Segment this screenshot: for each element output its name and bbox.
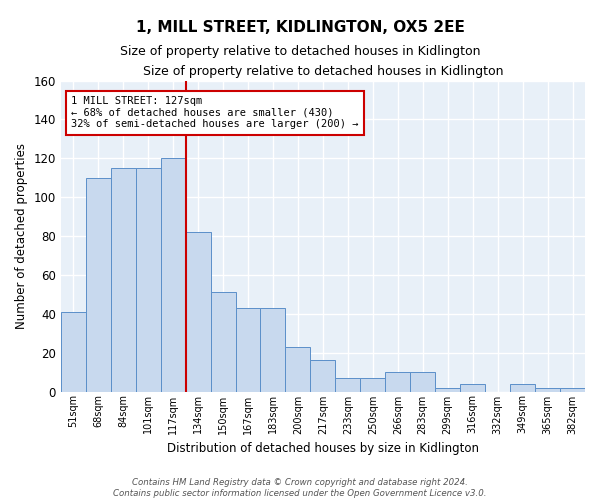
Bar [211, 292, 236, 392]
Bar [410, 372, 435, 392]
Bar [61, 312, 86, 392]
Bar [86, 178, 111, 392]
Bar [510, 384, 535, 392]
Title: Size of property relative to detached houses in Kidlington: Size of property relative to detached ho… [143, 65, 503, 78]
Bar [136, 168, 161, 392]
Bar [335, 378, 361, 392]
Text: Size of property relative to detached houses in Kidlington: Size of property relative to detached ho… [120, 45, 480, 58]
Text: 1 MILL STREET: 127sqm
← 68% of detached houses are smaller (430)
32% of semi-det: 1 MILL STREET: 127sqm ← 68% of detached … [71, 96, 359, 130]
Bar [260, 308, 286, 392]
Bar [560, 388, 585, 392]
Bar [460, 384, 485, 392]
Bar [385, 372, 410, 392]
Bar [161, 158, 185, 392]
Bar [236, 308, 260, 392]
Bar [185, 232, 211, 392]
Bar [435, 388, 460, 392]
Bar [310, 360, 335, 392]
Bar [361, 378, 385, 392]
Bar [286, 347, 310, 392]
Bar [535, 388, 560, 392]
Text: 1, MILL STREET, KIDLINGTON, OX5 2EE: 1, MILL STREET, KIDLINGTON, OX5 2EE [136, 20, 464, 35]
X-axis label: Distribution of detached houses by size in Kidlington: Distribution of detached houses by size … [167, 442, 479, 455]
Text: Contains HM Land Registry data © Crown copyright and database right 2024.
Contai: Contains HM Land Registry data © Crown c… [113, 478, 487, 498]
Bar [111, 168, 136, 392]
Y-axis label: Number of detached properties: Number of detached properties [15, 143, 28, 329]
